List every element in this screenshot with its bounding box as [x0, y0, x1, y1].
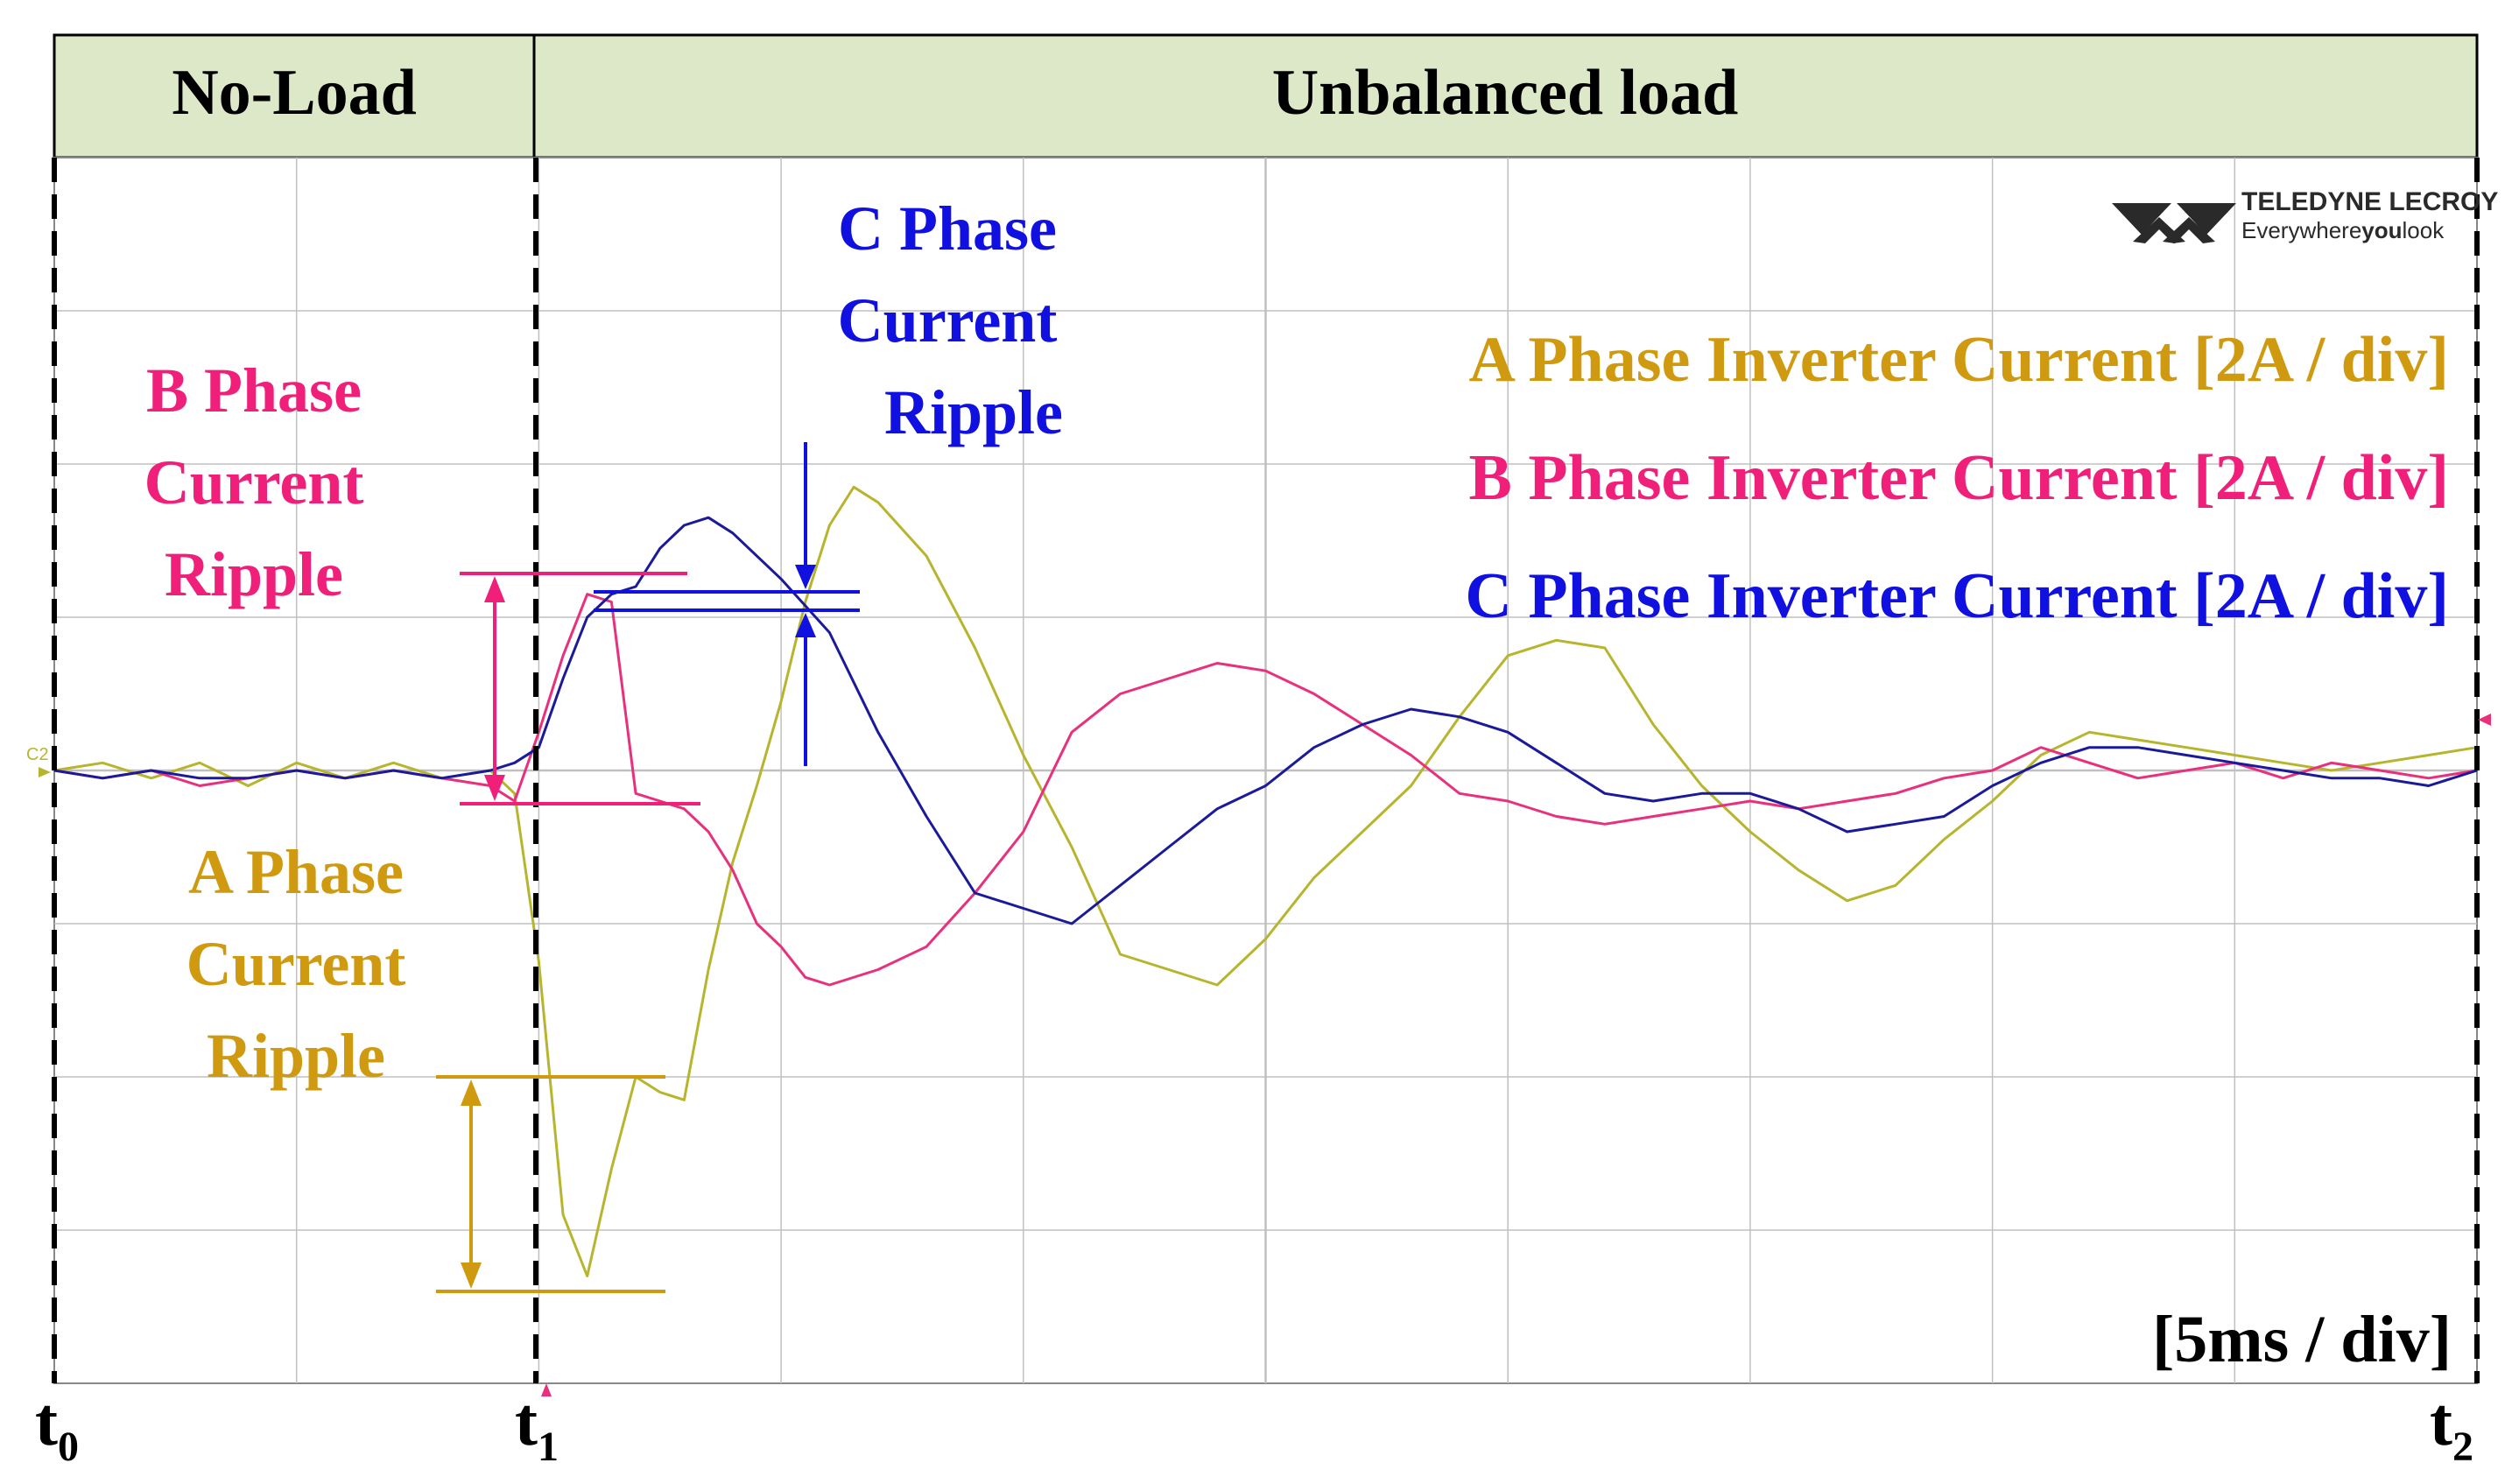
trigger-marker	[541, 1383, 552, 1396]
b-phase-trace	[53, 593, 2478, 987]
header-no-load: No-Load	[172, 57, 417, 129]
a-ripple-line-2: Current	[186, 929, 406, 999]
timebase-label: [5ms / div]	[2152, 1303, 2452, 1376]
a-phase-trace	[53, 485, 2478, 1277]
header-bar	[53, 33, 2479, 159]
channel-marker-arrow	[39, 767, 51, 777]
t0-label: t0	[35, 1383, 79, 1470]
channel-marker: C2	[26, 745, 49, 764]
legend-c-phase: C Phase Inverter Current [2A / div]	[1465, 560, 2449, 632]
teledyne-lecroy-logo: TELEDYNE LECROY Everywhereyoulook	[2112, 187, 2498, 243]
c-ripple-line-2: Current	[838, 285, 1058, 355]
c-ripple-line-3: Ripple	[884, 377, 1063, 447]
b-ripple-line-2: Current	[144, 447, 364, 517]
a-ripple-line-3: Ripple	[207, 1021, 385, 1091]
legend-a-phase: A Phase Inverter Current [2A / div]	[1468, 324, 2449, 396]
a-ripple-line-1: A Phase	[188, 837, 404, 907]
legend-b-phase: B Phase Inverter Current [2A / div]	[1468, 442, 2449, 514]
t2-label: t2	[2430, 1383, 2473, 1470]
header-unbalanced-load: Unbalanced load	[1272, 57, 1739, 129]
logo-brand: TELEDYNE LECROY	[2241, 187, 2498, 216]
c-phase-ripple-annotation	[594, 442, 860, 766]
right-edge-marker	[2478, 714, 2491, 726]
a-phase-ripple-annotation	[436, 1075, 665, 1293]
b-phase-ripple-annotation	[460, 572, 700, 805]
b-ripple-line-1: B Phase	[146, 355, 362, 426]
t1-label: t1	[515, 1383, 559, 1470]
teledyne-logo-icon	[2112, 203, 2236, 243]
c-ripple-line-1: C Phase	[838, 193, 1057, 264]
b-ripple-line-3: Ripple	[165, 539, 343, 609]
grid	[54, 158, 2477, 1383]
logo-tagline: Everywhereyoulook	[2241, 217, 2445, 243]
